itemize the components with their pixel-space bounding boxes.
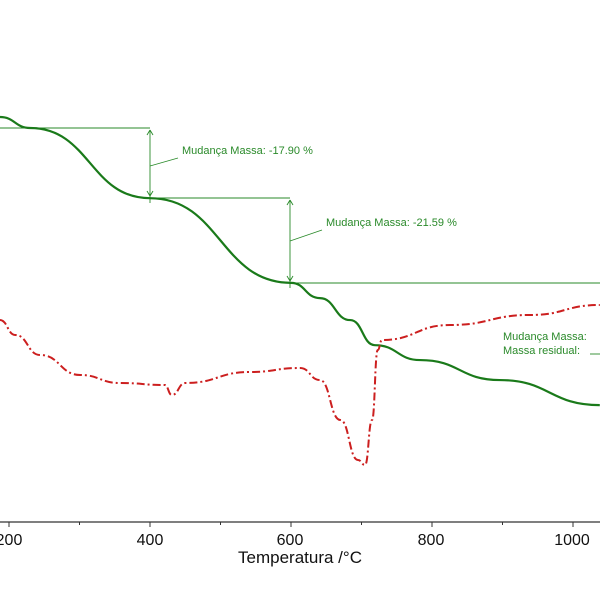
x-tick-label: 600 [277, 532, 304, 549]
arrow-head [146, 129, 151, 136]
annotation-mass-change-3: Mudança Massa: [503, 331, 587, 343]
arrow-head [146, 190, 151, 197]
x-tick-label: 400 [137, 532, 164, 549]
annotation-residual-mass: Massa residual: [503, 345, 580, 357]
arrow-head [149, 129, 154, 136]
annotation-mass-change-2: Mudança Massa: -21.59 % [326, 217, 457, 229]
arrow-head [289, 199, 294, 206]
arrow-head [286, 199, 291, 206]
leader-line [149, 157, 179, 167]
series-tg-line [0, 115, 600, 407]
arrow-head [149, 190, 154, 197]
x-tick-label: 1000 [554, 532, 590, 549]
leader-line [289, 229, 323, 242]
x-tick-label: 800 [418, 532, 445, 549]
arrow-head [289, 275, 294, 282]
series-dtg-line [0, 304, 600, 467]
arrow-head [286, 275, 291, 282]
x-tick-label: 200 [0, 532, 22, 549]
annotation-mass-change-1: Mudança Massa: -17.90 % [182, 145, 313, 157]
x-axis-label: Temperatura /°C [238, 548, 362, 567]
